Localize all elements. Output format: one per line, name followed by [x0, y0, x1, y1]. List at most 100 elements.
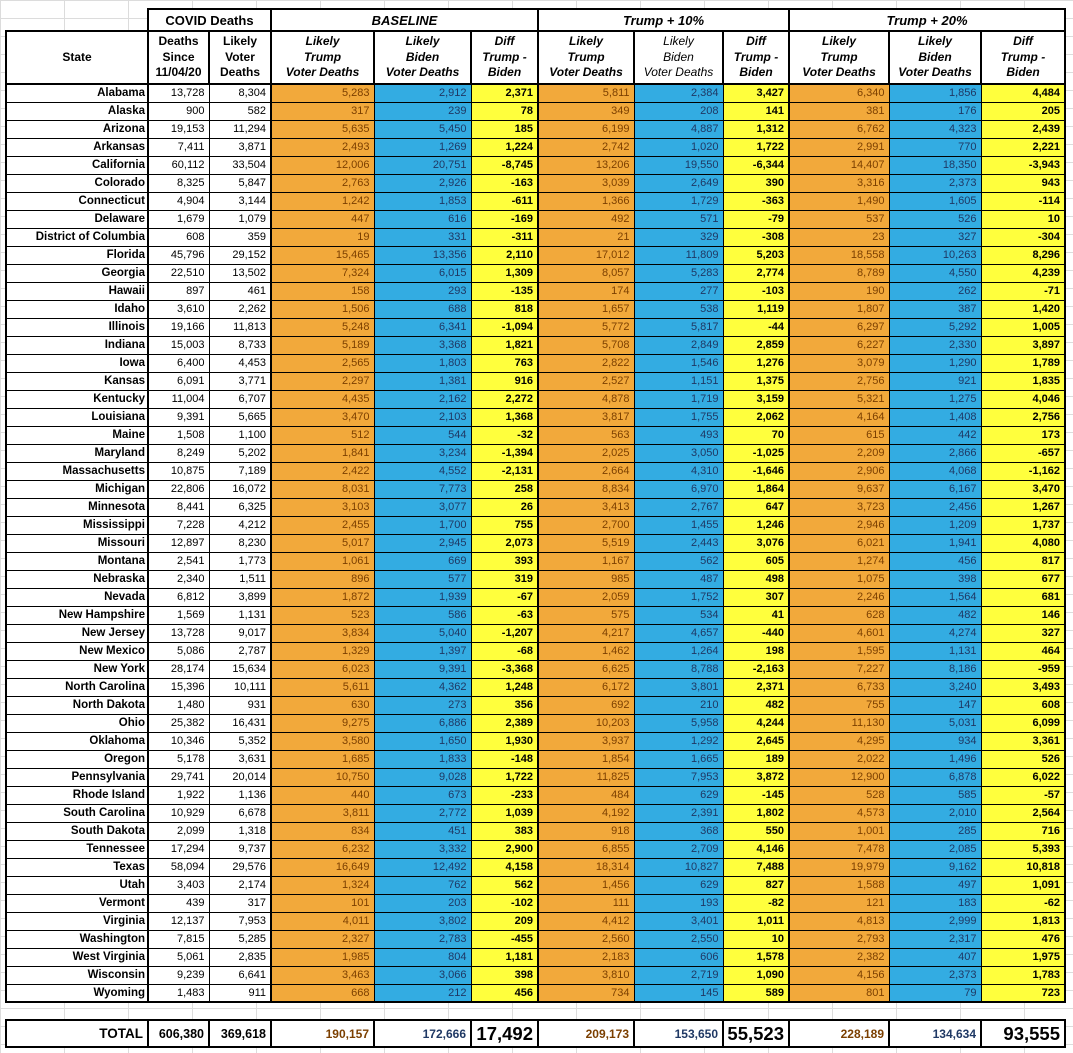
deaths-since-cell[interactable]: 897: [147, 281, 210, 301]
baseline-trump-cell[interactable]: 2,763: [270, 173, 375, 193]
t10-diff-cell[interactable]: 1,276: [722, 353, 790, 373]
state-cell[interactable]: Nebraska: [5, 569, 149, 589]
t20-biden-cell[interactable]: 398: [888, 569, 982, 589]
t20-biden-cell[interactable]: 2,866: [888, 443, 982, 463]
t10-diff-cell[interactable]: 482: [722, 695, 790, 715]
deaths-since-cell[interactable]: 3,610: [147, 299, 210, 319]
likely-voter-cell[interactable]: 1,773: [208, 551, 272, 571]
baseline-biden-cell[interactable]: 804: [373, 947, 472, 967]
t10-diff-cell[interactable]: 589: [722, 983, 790, 1003]
baseline-biden-cell[interactable]: 1,381: [373, 371, 472, 391]
deaths-since-cell[interactable]: 8,441: [147, 497, 210, 517]
deaths-since-cell[interactable]: 6,812: [147, 587, 210, 607]
t10-diff-cell[interactable]: 3,427: [722, 83, 790, 103]
baseline-biden-cell[interactable]: 12,492: [373, 857, 472, 877]
t10-diff-cell[interactable]: 1,722: [722, 137, 790, 157]
baseline-trump-cell[interactable]: 15,465: [270, 245, 375, 265]
deaths-since-cell[interactable]: 2,099: [147, 821, 210, 841]
t10-biden-cell[interactable]: 11,809: [633, 245, 724, 265]
baseline-biden-cell[interactable]: 669: [373, 551, 472, 571]
likely-voter-cell[interactable]: 4,212: [208, 515, 272, 535]
t10-trump-cell[interactable]: 4,217: [537, 623, 635, 643]
t20-diff-cell[interactable]: -114: [980, 191, 1066, 211]
baseline-trump-cell[interactable]: 447: [270, 209, 375, 229]
t20-diff-cell[interactable]: 3,361: [980, 731, 1066, 751]
t10-diff-cell[interactable]: -1,025: [722, 443, 790, 463]
total-t10-trump-cell[interactable]: 209,173: [537, 1019, 635, 1048]
t10-trump-cell[interactable]: 1,657: [537, 299, 635, 319]
t10-biden-cell[interactable]: 210: [633, 695, 724, 715]
t20-diff-cell[interactable]: 8,296: [980, 245, 1066, 265]
deaths-since-cell[interactable]: 7,411: [147, 137, 210, 157]
baseline-biden-cell[interactable]: 577: [373, 569, 472, 589]
t10-diff-cell[interactable]: 70: [722, 425, 790, 445]
t20-biden-cell[interactable]: 2,085: [888, 839, 982, 859]
t20-biden-cell[interactable]: 1,275: [888, 389, 982, 409]
baseline-biden-cell[interactable]: 688: [373, 299, 472, 319]
baseline-biden-cell[interactable]: 1,397: [373, 641, 472, 661]
deaths-since-cell[interactable]: 5,061: [147, 947, 210, 967]
t20-biden-cell[interactable]: 18,350: [888, 155, 982, 175]
total-deaths-since-cell[interactable]: 606,380: [147, 1019, 210, 1048]
t20-biden-cell[interactable]: 6,167: [888, 479, 982, 499]
baseline-diff-cell[interactable]: 1,181: [470, 947, 539, 967]
baseline-biden-cell[interactable]: 586: [373, 605, 472, 625]
state-cell[interactable]: Tennessee: [5, 839, 149, 859]
t20-trump-cell[interactable]: 9,637: [788, 479, 890, 499]
group-header-baseline[interactable]: BASELINE: [270, 8, 539, 32]
t20-biden-cell[interactable]: 176: [888, 101, 982, 121]
state-cell[interactable]: Rhode Island: [5, 785, 149, 805]
header-likely-voter-deaths[interactable]: Likely Voter Deaths: [208, 30, 272, 85]
baseline-biden-cell[interactable]: 3,077: [373, 497, 472, 517]
t10-diff-cell[interactable]: 647: [722, 497, 790, 517]
t20-biden-cell[interactable]: 5,031: [888, 713, 982, 733]
deaths-since-cell[interactable]: 2,340: [147, 569, 210, 589]
baseline-diff-cell[interactable]: 1,309: [470, 263, 539, 283]
baseline-biden-cell[interactable]: 273: [373, 695, 472, 715]
likely-voter-cell[interactable]: 6,678: [208, 803, 272, 823]
t20-biden-cell[interactable]: 1,856: [888, 83, 982, 103]
baseline-biden-cell[interactable]: 4,362: [373, 677, 472, 697]
baseline-diff-cell[interactable]: -1,207: [470, 623, 539, 643]
likely-voter-cell[interactable]: 10,111: [208, 677, 272, 697]
t20-biden-cell[interactable]: 1,941: [888, 533, 982, 553]
baseline-biden-cell[interactable]: 1,803: [373, 353, 472, 373]
t10-biden-cell[interactable]: 8,788: [633, 659, 724, 679]
baseline-diff-cell[interactable]: -455: [470, 929, 539, 949]
t20-trump-cell[interactable]: 1,807: [788, 299, 890, 319]
baseline-biden-cell[interactable]: 1,650: [373, 731, 472, 751]
likely-voter-cell[interactable]: 1,079: [208, 209, 272, 229]
t20-trump-cell[interactable]: 7,478: [788, 839, 890, 859]
baseline-biden-cell[interactable]: 13,356: [373, 245, 472, 265]
baseline-biden-cell[interactable]: 2,926: [373, 173, 472, 193]
t20-diff-cell[interactable]: 327: [980, 623, 1066, 643]
t10-biden-cell[interactable]: 493: [633, 425, 724, 445]
baseline-diff-cell[interactable]: -163: [470, 173, 539, 193]
state-cell[interactable]: West Virginia: [5, 947, 149, 967]
t20-biden-cell[interactable]: 4,274: [888, 623, 982, 643]
state-cell[interactable]: Washington: [5, 929, 149, 949]
t10-trump-cell[interactable]: 3,937: [537, 731, 635, 751]
baseline-trump-cell[interactable]: 4,011: [270, 911, 375, 931]
likely-voter-cell[interactable]: 461: [208, 281, 272, 301]
t20-biden-cell[interactable]: 1,209: [888, 515, 982, 535]
baseline-trump-cell[interactable]: 1,061: [270, 551, 375, 571]
t20-diff-cell[interactable]: 723: [980, 983, 1066, 1003]
baseline-diff-cell[interactable]: -233: [470, 785, 539, 805]
t20-diff-cell[interactable]: 2,439: [980, 119, 1066, 139]
t10-biden-cell[interactable]: 1,755: [633, 407, 724, 427]
likely-voter-cell[interactable]: 4,453: [208, 353, 272, 373]
t10-trump-cell[interactable]: 1,854: [537, 749, 635, 769]
t10-diff-cell[interactable]: -1,646: [722, 461, 790, 481]
t10-diff-cell[interactable]: 198: [722, 641, 790, 661]
baseline-diff-cell[interactable]: 456: [470, 983, 539, 1003]
t20-trump-cell[interactable]: 628: [788, 605, 890, 625]
state-cell[interactable]: Nevada: [5, 587, 149, 607]
likely-voter-cell[interactable]: 3,631: [208, 749, 272, 769]
t20-diff-cell[interactable]: -71: [980, 281, 1066, 301]
deaths-since-cell[interactable]: 6,091: [147, 371, 210, 391]
baseline-trump-cell[interactable]: 5,248: [270, 317, 375, 337]
deaths-since-cell[interactable]: 15,003: [147, 335, 210, 355]
t20-diff-cell[interactable]: 146: [980, 605, 1066, 625]
t10-diff-cell[interactable]: -79: [722, 209, 790, 229]
